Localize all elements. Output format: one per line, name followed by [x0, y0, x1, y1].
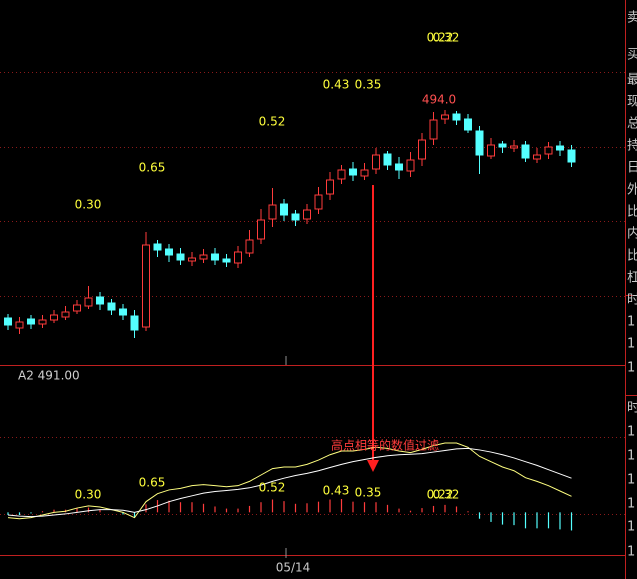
candle-body: [257, 219, 265, 240]
annotation: 0.35: [355, 78, 382, 92]
candle-body: [165, 248, 173, 256]
indicator-line: [7, 442, 572, 520]
candle-body: [441, 114, 449, 120]
candle-body: [303, 209, 311, 220]
candle-body: [234, 251, 242, 264]
sidebar-label: 杠: [627, 270, 637, 286]
candle-body: [96, 296, 104, 305]
indicator-line: [7, 447, 572, 518]
annotation: 0.30: [75, 198, 102, 212]
candle-body: [280, 203, 288, 216]
annotation: 0.30: [75, 488, 102, 502]
candle-body: [395, 163, 403, 171]
candle-body: [464, 118, 472, 131]
candle-body: [61, 311, 70, 318]
candle-body: [326, 179, 334, 195]
candle-body: [314, 194, 323, 210]
candle-body: [452, 113, 461, 121]
candle-body: [107, 302, 116, 311]
candle-body: [337, 169, 346, 180]
annotation: 0.52: [259, 481, 286, 495]
candle-body: [429, 119, 438, 140]
candle-body: [475, 130, 484, 156]
sidebar-label: 1: [627, 520, 635, 535]
annotation: 0.35: [355, 486, 382, 500]
annotation: 0.43: [323, 78, 350, 92]
candle-body: [487, 144, 495, 157]
dotted-dividers: [0, 72, 625, 515]
sidebar-label: 总: [627, 117, 637, 132]
candle-body: [188, 257, 196, 262]
sidebar-label: 买: [627, 48, 637, 63]
candle-body: [73, 304, 81, 312]
candle-body: [291, 213, 300, 221]
annotation: 0.65: [139, 161, 166, 175]
sidebar-label: 1: [627, 473, 635, 488]
annotation: 0.52: [259, 115, 286, 129]
sidebar-label: 1: [627, 337, 635, 352]
candle-body: [567, 149, 576, 163]
sidebar-label: 1: [627, 425, 635, 440]
sidebar-label: 日: [627, 161, 637, 176]
candle-body: [211, 253, 219, 261]
sidebar-label: 现: [627, 95, 637, 110]
annotation: 0.65: [139, 476, 166, 490]
candle-body: [50, 314, 58, 321]
candle-body: [510, 145, 518, 149]
candle-body: [544, 146, 553, 155]
candle-body: [360, 169, 369, 177]
high-label: 494.0: [422, 93, 456, 107]
sidebar-label: 时: [627, 401, 637, 416]
candle-body: [498, 143, 507, 148]
candle-body: [406, 159, 415, 172]
candle-body: [199, 254, 208, 260]
sidebar-label: 外: [627, 183, 637, 198]
annotation: 0.32: [433, 488, 460, 502]
candle-body: [119, 308, 127, 316]
candle-body: [176, 253, 185, 261]
candle-body: [130, 315, 139, 331]
arrow-head: [367, 460, 379, 472]
candle-body: [4, 317, 12, 326]
annotation: 0.22: [427, 488, 454, 502]
candle-body: [268, 204, 277, 220]
x-tick-label: 05/14: [276, 561, 311, 575]
candle-body: [383, 153, 392, 166]
candle-body: [142, 244, 150, 328]
sidebar-label: 1: [627, 315, 635, 330]
indicator-title: A2 491.00: [18, 369, 80, 383]
candle-body: [245, 239, 254, 254]
candle-body: [418, 139, 426, 160]
candle-body: [38, 319, 47, 325]
arrow-note: 高点相等的数值过滤: [331, 438, 439, 453]
candle-body: [533, 154, 541, 160]
candle-body: [372, 154, 380, 170]
sidebar-label: 1: [627, 497, 635, 512]
candle-body: [521, 144, 530, 159]
sidebar-label: 最: [627, 73, 637, 88]
candle-body: [222, 258, 231, 263]
sidebar-label: 比: [627, 205, 637, 220]
sidebar-label: 比: [627, 249, 637, 264]
annotation: 0.32: [433, 31, 460, 45]
sidebar-label: 1: [627, 449, 635, 464]
candle-body: [27, 318, 35, 325]
sidebar-label: 持: [627, 139, 637, 154]
candle-body: [15, 321, 24, 329]
sidebar-label: 时: [627, 293, 637, 308]
candle-body: [349, 168, 357, 176]
annotation: 0.43: [323, 484, 350, 498]
sidebar-label: 内: [627, 226, 637, 242]
candle-body: [556, 145, 564, 151]
sidebar-label: 1: [627, 361, 635, 376]
candle-body: [153, 243, 162, 251]
sidebar-label: 卖: [627, 11, 637, 26]
candle-body: [84, 297, 93, 307]
annotation: 0.22: [427, 31, 454, 45]
sidebar-label: 1: [627, 545, 635, 560]
